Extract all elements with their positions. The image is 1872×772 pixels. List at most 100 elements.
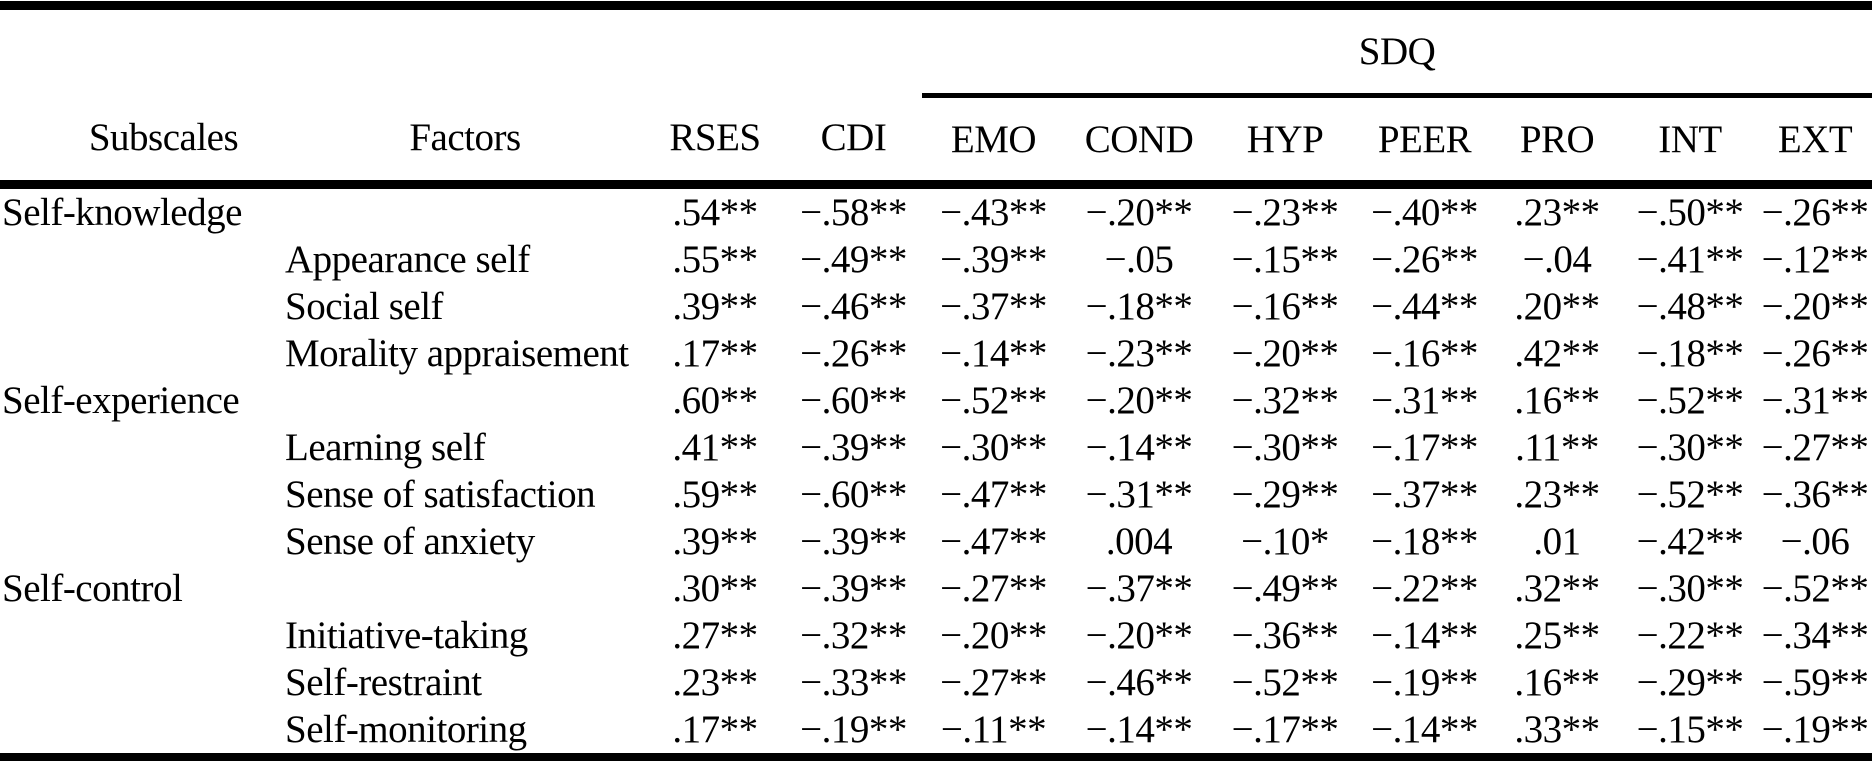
cell-value-cdi: −.46** [800, 285, 907, 328]
cell-value-emo: −.30** [940, 426, 1047, 469]
cell-value-rses: .23** [672, 661, 758, 704]
table-row: Self-experience .60** −.60** −.52** −.20… [0, 377, 1872, 424]
cell-value-rses: .41** [672, 426, 758, 469]
cell-value-hyp: −.15** [1231, 238, 1339, 281]
cell-value-pro: .42** [1514, 332, 1600, 375]
cell-factor: Appearance self [285, 238, 530, 281]
cell-subscale [0, 706, 285, 757]
cell-factor [285, 377, 645, 424]
cell-value-pro: .32** [1514, 567, 1600, 610]
cell-value-cdi: −.39** [800, 520, 907, 563]
cell-value-rses: .55** [672, 238, 758, 281]
cell-factor: Sense of anxiety [285, 520, 535, 563]
cell-subscale [0, 330, 285, 377]
table-row: Sense of anxiety .39** −.39** −.47** .00… [0, 518, 1872, 565]
cell-factor: Initiative-taking [285, 614, 528, 657]
cell-value-cond: −.31** [1085, 473, 1193, 516]
cell-value-int: −.52** [1636, 379, 1744, 422]
cell-value-emo: −.11** [940, 708, 1047, 751]
cell-value-emo: −.43** [940, 191, 1047, 234]
table-row: Self-control .30** −.39** −.27** −.37** … [0, 565, 1872, 612]
sdq-group-header: SDQ [922, 5, 1872, 98]
table-row: Self-knowledge .54** −.58** −.43** −.20*… [0, 185, 1872, 237]
cell-value-ext: −.20** [1761, 285, 1869, 328]
cell-value-pro: .23** [1514, 191, 1600, 234]
cell-value-hyp: −.30** [1231, 426, 1339, 469]
cell-value-cdi: −.26** [800, 332, 907, 375]
cell-value-rses: .60** [672, 379, 758, 422]
cell-subscale [0, 471, 285, 518]
cell-value-hyp: −.23** [1231, 191, 1339, 234]
cell-value-ext: −.52** [1761, 567, 1869, 610]
cell-value-emo: −.47** [940, 473, 1047, 516]
cell-value-peer: −.14** [1371, 614, 1478, 657]
cell-value-cdi: −.60** [800, 473, 907, 516]
cell-value-ext: −.36** [1761, 473, 1869, 516]
cell-value-ext: −.27** [1761, 426, 1869, 469]
cell-factor [285, 185, 645, 237]
cell-value-hyp: −.36** [1231, 614, 1339, 657]
cell-factor: Self-restraint [285, 661, 482, 704]
cell-value-hyp: −.49** [1231, 567, 1339, 610]
table-row: Sense of satisfaction .59** −.60** −.47*… [0, 471, 1872, 518]
cell-subscale: Self-control [2, 567, 183, 610]
cell-value-hyp: −.16** [1231, 285, 1339, 328]
cell-value-ext: −.19** [1761, 708, 1869, 751]
cell-value-cdi: −.58** [800, 191, 907, 234]
cell-value-pro: .20** [1514, 285, 1600, 328]
cell-value-cond: −.37** [1085, 567, 1193, 610]
cell-subscale [0, 612, 285, 659]
group-header-row: SDQ [0, 5, 1872, 98]
cell-value-rses: .39** [672, 285, 758, 328]
cell-value-int: −.50** [1636, 191, 1744, 234]
cell-value-hyp: −.52** [1231, 661, 1339, 704]
cell-subscale: Self-experience [2, 379, 240, 422]
cell-value-peer: −.16** [1371, 332, 1478, 375]
cell-value-peer: −.14** [1371, 708, 1478, 751]
cell-value-cdi: −.39** [800, 426, 907, 469]
col-header-int: INT [1622, 95, 1758, 189]
cell-value-cond: −.20** [1085, 191, 1193, 234]
table-body: Self-knowledge .54** −.58** −.43** −.20*… [0, 185, 1872, 758]
cell-value-ext: −.06 [1780, 520, 1850, 563]
cell-value-int: −.29** [1636, 661, 1744, 704]
cell-value-pro: .11** [1515, 426, 1599, 469]
cell-value-int: −.30** [1636, 426, 1744, 469]
cell-value-hyp: −.32** [1231, 379, 1339, 422]
table-row: Morality appraisement .17** −.26** −.14*… [0, 330, 1872, 377]
col-header-peer: PEER [1357, 95, 1492, 189]
table-row: Self-monitoring .17** −.19** −.11** −.14… [0, 706, 1872, 757]
cell-subscale [0, 518, 285, 565]
cell-value-rses: .17** [672, 708, 758, 751]
cell-value-pro: .16** [1514, 379, 1600, 422]
cell-value-cond: −.20** [1085, 379, 1193, 422]
cell-value-emo: −.27** [940, 567, 1047, 610]
cell-value-emo: −.47** [940, 520, 1047, 563]
col-header-factors: Factors [285, 95, 645, 189]
cell-subscale [0, 236, 285, 283]
cell-value-int: −.22** [1636, 614, 1744, 657]
cell-value-cdi: −.19** [800, 708, 907, 751]
cell-value-hyp: −.10* [1241, 520, 1329, 563]
col-header-hyp: HYP [1213, 95, 1357, 189]
cell-subscale [0, 424, 285, 471]
cell-value-rses: .59** [672, 473, 758, 516]
cell-subscale: Self-knowledge [2, 191, 242, 234]
col-header-subscales: Subscales [0, 95, 285, 189]
cell-value-int: −.42** [1636, 520, 1744, 563]
cell-value-emo: −.37** [940, 285, 1047, 328]
col-header-cond: COND [1065, 95, 1213, 189]
cell-value-cond: −.18** [1085, 285, 1193, 328]
cell-factor: Morality appraisement [285, 332, 629, 375]
cell-factor: Social self [285, 285, 444, 328]
cell-value-ext: −.31** [1761, 379, 1869, 422]
column-header-row: Subscales Factors RSES CDI EMO COND HYP … [0, 95, 1872, 189]
cell-value-int: −.52** [1636, 473, 1744, 516]
cell-value-peer: −.44** [1371, 285, 1478, 328]
col-header-emo: EMO [922, 95, 1065, 189]
cell-subscale [0, 283, 285, 330]
cell-value-emo: −.52** [940, 379, 1047, 422]
cell-value-cdi: −.49** [800, 238, 907, 281]
cell-value-cond: −.14** [1085, 708, 1193, 751]
cell-value-peer: −.37** [1371, 473, 1478, 516]
